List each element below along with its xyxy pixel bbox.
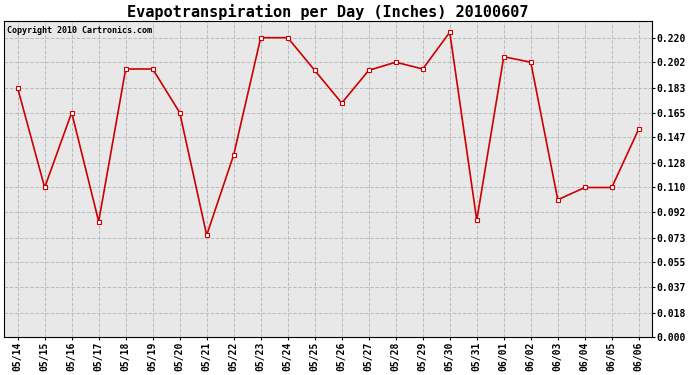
Title: Evapotranspiration per Day (Inches) 20100607: Evapotranspiration per Day (Inches) 2010… — [128, 4, 529, 20]
Text: Copyright 2010 Cartronics.com: Copyright 2010 Cartronics.com — [8, 26, 152, 35]
